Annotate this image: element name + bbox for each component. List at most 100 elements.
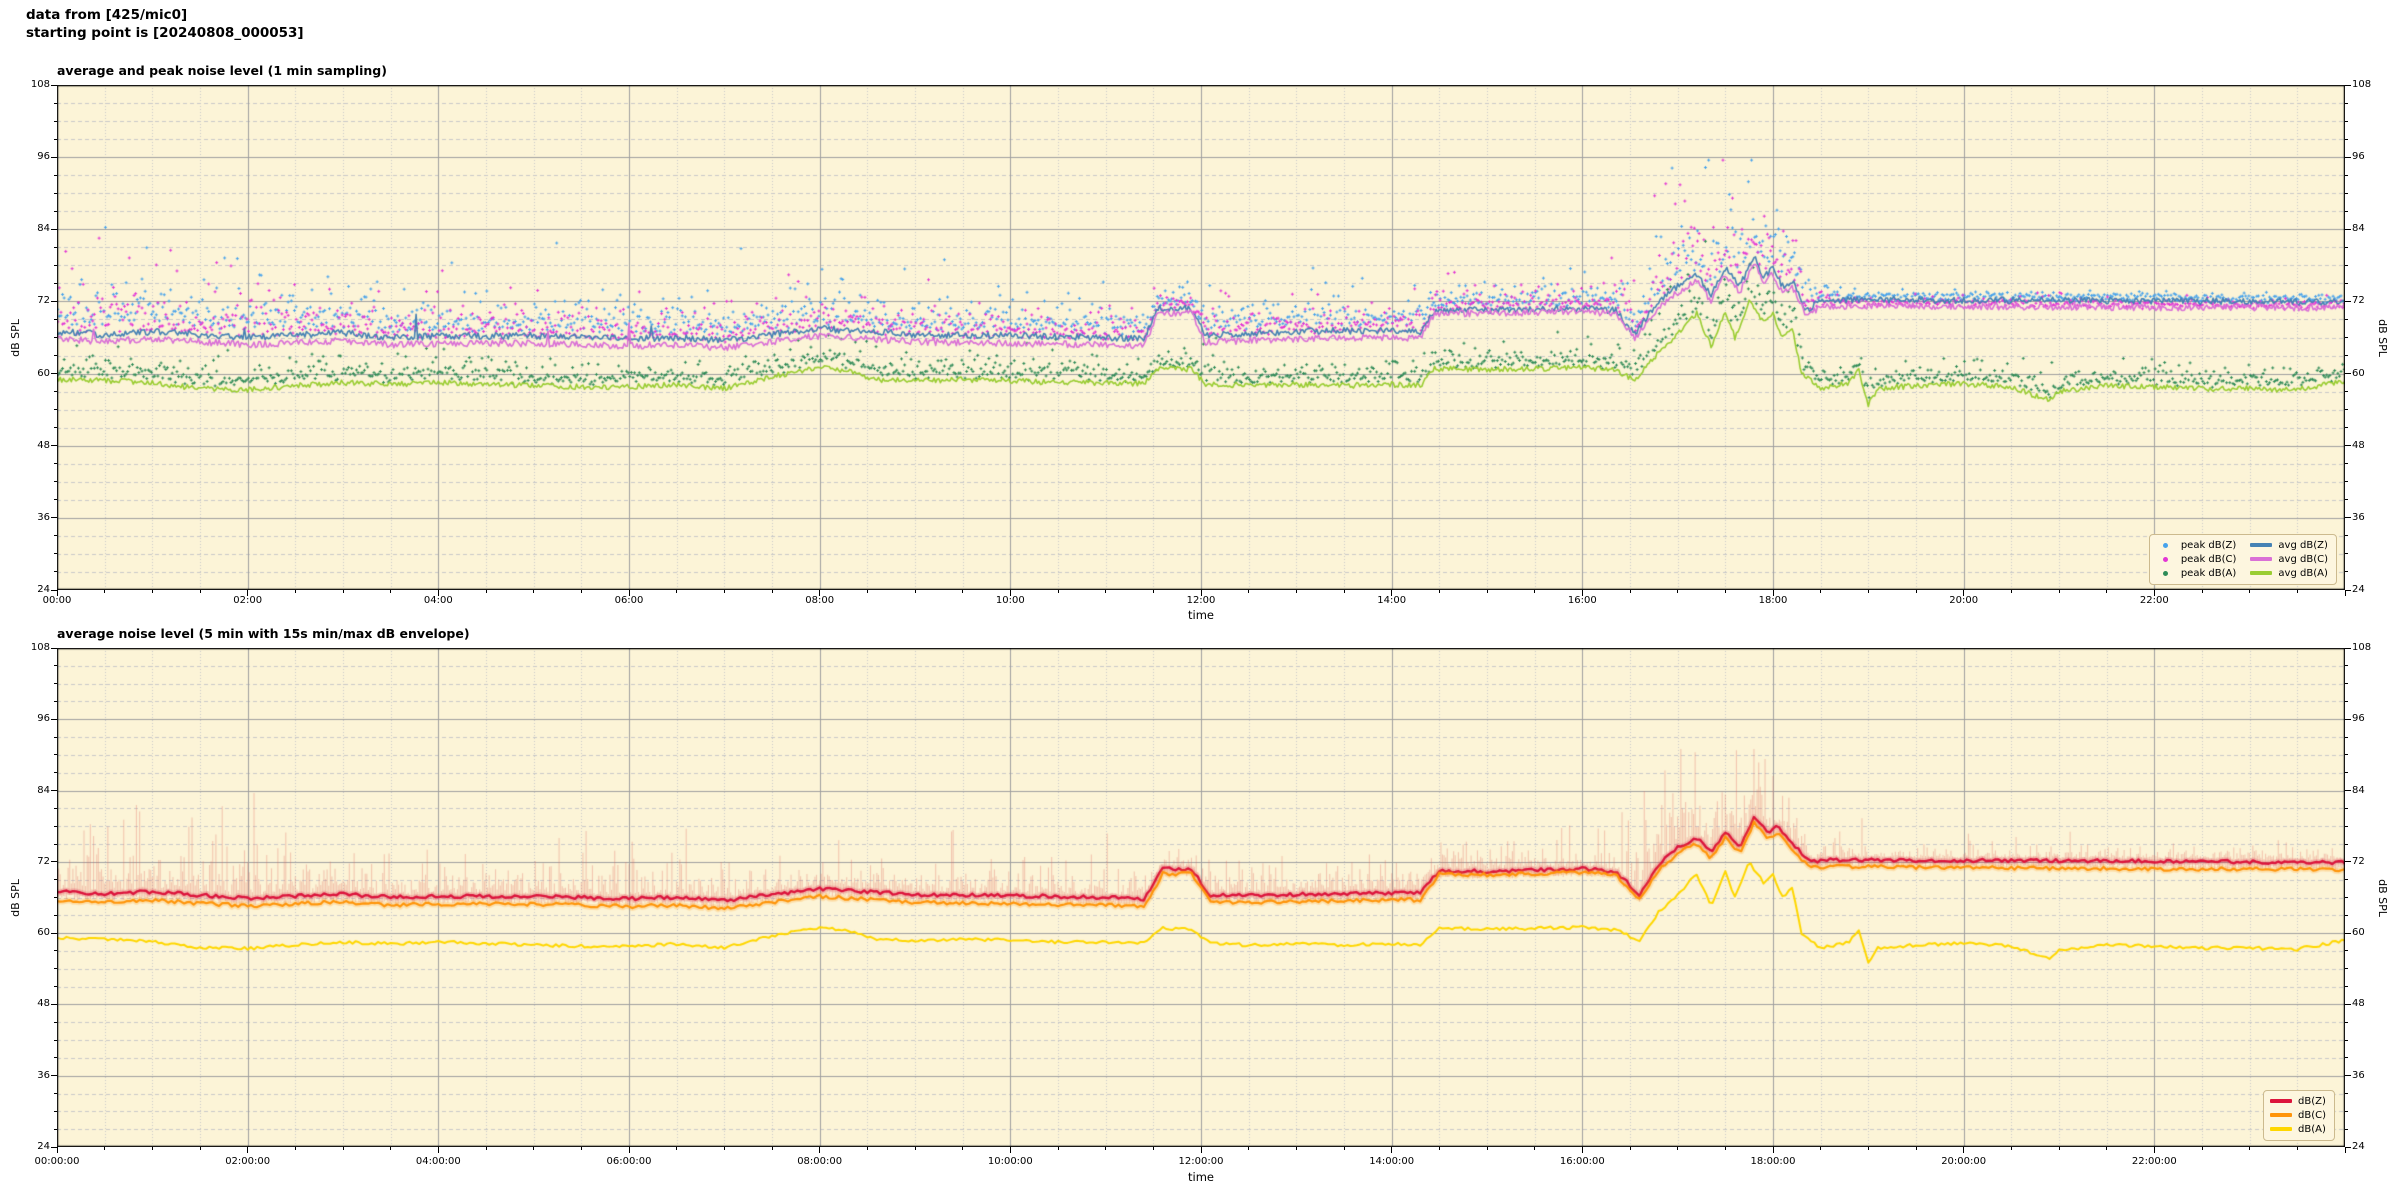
x-tick-mark (533, 590, 535, 593)
x-tick-label: 14:00 (1377, 595, 1407, 606)
y-tick-mark (2345, 1003, 2351, 1005)
y-tick-mark (51, 647, 57, 649)
x-tick-label: 06:00 (614, 595, 644, 606)
x-tick-mark (1534, 590, 1536, 593)
legend-label: peak dB(Z) (2180, 539, 2237, 551)
y-tick-mark (2345, 355, 2348, 357)
x-tick-mark (1915, 590, 1917, 593)
y-tick-mark (54, 665, 57, 667)
y-tick-label: 48 (37, 998, 50, 1010)
x-tick-mark (1677, 590, 1679, 593)
y-tick-label: 24 (37, 584, 50, 595)
y-tick-mark (2345, 1039, 2348, 1041)
y-tick-mark (2345, 84, 2351, 86)
x-tick-mark (247, 1147, 249, 1153)
x-tick-mark (199, 1147, 201, 1150)
y-tick-mark (54, 337, 57, 338)
y-tick-mark (54, 968, 57, 970)
y-tick-mark (54, 700, 57, 702)
y-tick-mark (2345, 1128, 2348, 1130)
x-tick-mark (1724, 1147, 1726, 1150)
y-tick-mark (2345, 1146, 2351, 1148)
x-tick-mark (1581, 1147, 1583, 1153)
x-tick-mark (676, 1147, 678, 1150)
x-tick-mark (914, 590, 916, 593)
y-tick-mark (54, 897, 57, 898)
y-tick-mark (2345, 571, 2348, 573)
x-tick-mark (1963, 1147, 1965, 1153)
x-tick-mark (2249, 1147, 2251, 1150)
x-tick-mark (1343, 1147, 1345, 1150)
x-tick-mark (1248, 1147, 1250, 1150)
x-tick-mark (1248, 590, 1250, 593)
x-tick-mark (1963, 590, 1965, 596)
chart1-title: average and peak noise level (1 min samp… (57, 63, 387, 78)
y-tick-mark (2345, 843, 2348, 845)
y-tick-mark (54, 1110, 57, 1112)
y-tick-mark (51, 1075, 57, 1077)
x-tick-mark (1486, 590, 1488, 593)
x-tick-mark (1677, 1147, 1679, 1150)
x-tick-mark (1820, 1147, 1822, 1150)
y-tick-label: 36 (37, 1069, 50, 1081)
y-tick-label: 84 (2352, 784, 2365, 796)
y-tick-mark (54, 843, 57, 845)
x-tick-label: 22:00:00 (2131, 1156, 2177, 1167)
x-tick-mark (2153, 1147, 2155, 1153)
y-tick-label: 48 (37, 439, 50, 451)
x-tick-mark (1152, 1147, 1154, 1150)
x-tick-mark (390, 1147, 392, 1150)
x-tick-mark (1438, 1147, 1440, 1150)
x-tick-mark (2344, 590, 2346, 596)
x-tick-mark (2010, 590, 2012, 593)
x-tick-label: 10:00 (995, 595, 1025, 606)
chart2-xlabel: time (1188, 1170, 1214, 1184)
chart2-ylabel-right: dB SPL (2376, 879, 2389, 917)
x-tick-label: 12:00 (1186, 595, 1216, 606)
x-tick-mark (1486, 1147, 1488, 1150)
header-starting-point: starting point is [20240808_000053] (26, 25, 304, 41)
y-tick-label: 72 (2352, 295, 2365, 307)
y-tick-mark (51, 1003, 57, 1005)
x-tick-mark (1391, 1147, 1393, 1153)
y-tick-mark (54, 427, 57, 429)
y-tick-mark (51, 445, 57, 447)
x-tick-mark (962, 590, 964, 593)
x-tick-mark (1105, 1147, 1107, 1150)
x-tick-mark (2296, 590, 2298, 593)
x-tick-mark (2058, 590, 2060, 593)
y-tick-label: 24 (2352, 1141, 2365, 1152)
legend-line-marker (2270, 1112, 2292, 1118)
y-tick-label: 36 (2352, 1069, 2365, 1081)
y-tick-mark (2345, 228, 2351, 230)
y-tick-mark (51, 932, 57, 934)
x-tick-mark (771, 1147, 773, 1150)
y-tick-mark (54, 282, 57, 284)
y-tick-mark (54, 950, 57, 952)
y-tick-mark (2345, 391, 2348, 393)
x-tick-mark (342, 1147, 344, 1150)
x-tick-mark (1772, 590, 1774, 596)
chart1-ylabel-right: dB SPL (2376, 319, 2389, 357)
y-tick-mark (54, 499, 57, 501)
y-tick-mark (2345, 300, 2351, 302)
y-tick-mark (2345, 647, 2351, 649)
legend-dot-marker (2162, 542, 2168, 548)
legend-entry: avg dB(C) (2250, 554, 2328, 565)
x-tick-mark (2201, 1147, 2203, 1150)
legend-dot-marker (2162, 556, 2168, 562)
y-tick-label: 96 (37, 713, 50, 725)
y-tick-mark (54, 736, 57, 738)
y-tick-mark (2345, 264, 2348, 266)
y-tick-mark (54, 120, 57, 122)
x-tick-mark (771, 590, 773, 593)
x-tick-mark (628, 590, 630, 596)
x-tick-mark (1438, 590, 1440, 593)
y-tick-mark (2345, 174, 2348, 176)
x-tick-mark (2249, 590, 2251, 593)
x-tick-mark (390, 590, 392, 593)
chart2-plot-area: dB(Z) dB(C) dB(A) (57, 648, 2345, 1147)
x-tick-mark (1724, 590, 1726, 593)
y-tick-mark (54, 535, 57, 537)
x-tick-label: 08:00:00 (797, 1156, 843, 1167)
